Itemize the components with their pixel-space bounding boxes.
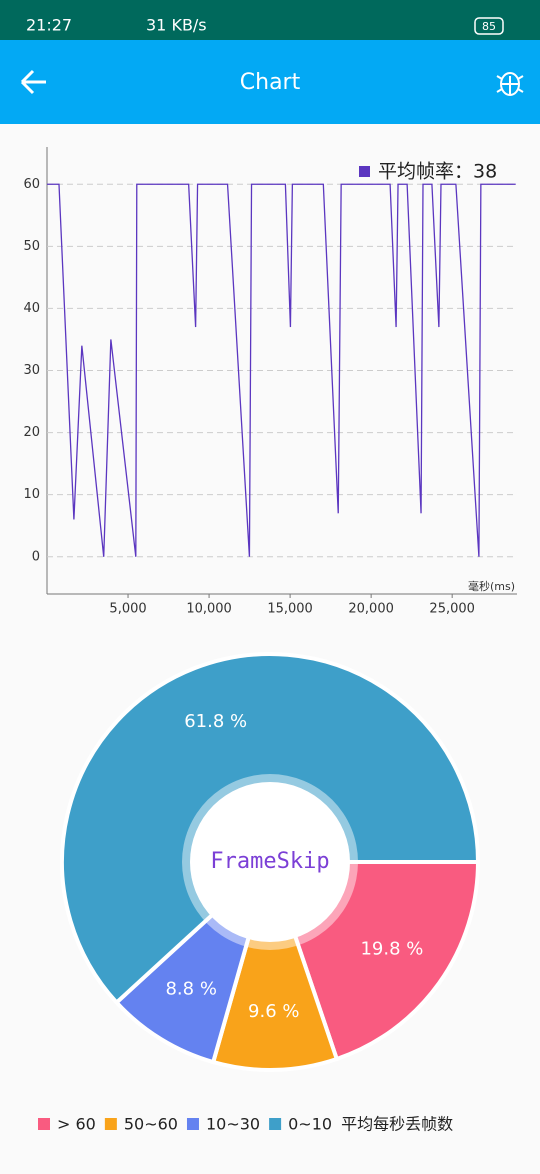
legend-swatch [186,1118,199,1130]
legend-label: 50~60 [124,1115,178,1134]
battery-level: 85 [482,20,496,33]
legend-description: 平均每秒丢帧数 [341,1115,453,1134]
y-tick-label: 40 [23,301,40,316]
line-series [47,183,516,557]
legend-label: 10~30 [206,1115,260,1134]
pie-hole [190,782,350,942]
status-bar [0,0,540,40]
y-tick-label: 0 [32,549,40,564]
slice-label: 19.8 % [360,938,423,959]
pie-center-text: FrameSkip [210,849,329,874]
slice-label: 8.8 % [165,979,216,1000]
battery-icon [474,17,504,35]
x-tick-label: 25,000 [429,602,475,617]
legend-label: 0~10 [288,1115,332,1134]
legend-label: 平均帧率：38 [378,161,497,183]
pie-slice [210,855,340,1072]
x-tick-label: 10,000 [186,602,232,617]
legend-swatch [269,1118,282,1130]
y-tick-label: 60 [23,177,40,192]
y-tick-label: 20 [23,425,40,440]
x-tick-label: 5,000 [109,602,146,617]
y-tick-label: 50 [23,239,40,254]
legend-swatch [104,1118,117,1130]
y-tick-label: 10 [23,487,40,502]
legend-swatch [359,166,370,177]
legend-label: > 60 [57,1115,96,1134]
legend-swatch [38,1118,50,1130]
status-time: 21:27 [26,16,72,35]
slice-label: 61.8 % [184,711,247,732]
app-title: Chart [240,70,301,95]
status-speed: 31 KB/s [146,16,207,35]
app-bar [0,40,540,124]
slice-label: 9.6 % [248,1001,299,1022]
back-button[interactable] [20,69,46,95]
x-axis-label: 毫秒(ms) [468,579,515,593]
x-tick-label: 15,000 [267,602,313,617]
y-tick-label: 30 [23,363,40,378]
x-tick-label: 20,000 [348,602,394,617]
bug-button[interactable] [496,72,524,96]
